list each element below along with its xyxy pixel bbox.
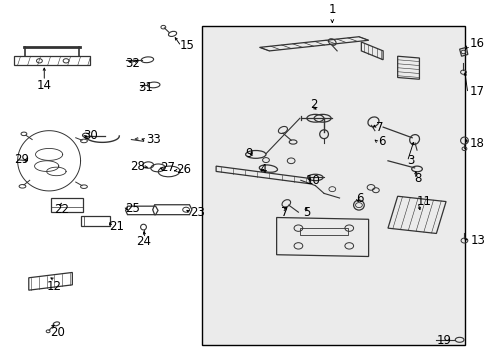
Text: 7: 7: [281, 206, 288, 219]
Text: 18: 18: [468, 136, 483, 149]
Text: 27: 27: [160, 161, 175, 174]
Bar: [201, 26, 465, 345]
Text: 4: 4: [259, 163, 266, 176]
Text: 3: 3: [407, 154, 414, 167]
Text: 6: 6: [378, 135, 385, 148]
Text: 30: 30: [83, 130, 98, 143]
Text: 31: 31: [139, 81, 153, 94]
Text: 24: 24: [136, 235, 151, 248]
Text: 8: 8: [414, 172, 421, 185]
Text: 33: 33: [145, 133, 161, 146]
Text: 9: 9: [244, 147, 252, 160]
Text: 26: 26: [176, 163, 190, 176]
Text: 12: 12: [46, 280, 61, 293]
Text: 20: 20: [50, 326, 65, 339]
Text: 21: 21: [109, 220, 124, 233]
Text: 6: 6: [356, 192, 363, 204]
Text: 22: 22: [54, 203, 69, 216]
Text: 25: 25: [125, 202, 140, 215]
Text: 19: 19: [435, 334, 450, 347]
Text: 2: 2: [310, 98, 317, 111]
Text: 13: 13: [469, 234, 484, 247]
Bar: [50, 198, 83, 212]
Text: 10: 10: [305, 174, 320, 187]
Text: 7: 7: [375, 121, 383, 134]
Text: 32: 32: [125, 57, 140, 70]
Text: 1: 1: [328, 3, 335, 16]
Text: 28: 28: [130, 159, 144, 172]
Text: 5: 5: [303, 206, 310, 219]
Text: 14: 14: [37, 79, 52, 92]
Text: 16: 16: [468, 37, 483, 50]
Text: 17: 17: [468, 85, 483, 98]
Text: 29: 29: [14, 153, 29, 166]
Text: 11: 11: [416, 195, 431, 208]
Bar: [299, 228, 347, 235]
Bar: [81, 216, 109, 226]
Text: 15: 15: [180, 39, 194, 52]
Text: 23: 23: [190, 206, 205, 219]
